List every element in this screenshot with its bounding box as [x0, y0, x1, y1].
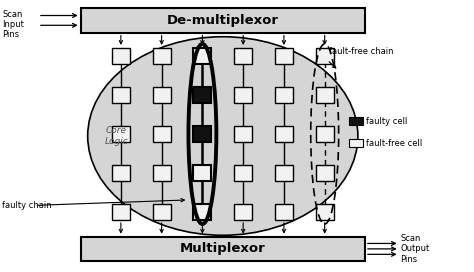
- Text: fault-free cell: fault-free cell: [366, 139, 423, 148]
- Bar: [81, 237, 365, 261]
- Bar: [349, 117, 363, 125]
- Text: faulty chain: faulty chain: [2, 201, 52, 210]
- Bar: [153, 48, 171, 64]
- Bar: [153, 165, 171, 181]
- Text: Scan
Output
Pins: Scan Output Pins: [401, 234, 430, 264]
- Bar: [316, 87, 334, 103]
- Bar: [275, 204, 293, 220]
- Bar: [316, 204, 334, 220]
- Bar: [275, 126, 293, 142]
- Bar: [316, 48, 334, 64]
- Bar: [234, 48, 252, 64]
- Bar: [112, 126, 130, 142]
- Bar: [234, 204, 252, 220]
- Bar: [112, 165, 130, 181]
- Bar: [193, 87, 211, 103]
- Text: Scan
Input
Pins: Scan Input Pins: [2, 10, 24, 39]
- Bar: [193, 165, 211, 181]
- Bar: [112, 87, 130, 103]
- Bar: [234, 126, 252, 142]
- Bar: [153, 87, 171, 103]
- Text: faulty cell: faulty cell: [366, 117, 408, 126]
- Bar: [316, 165, 334, 181]
- Bar: [153, 204, 171, 220]
- Bar: [275, 87, 293, 103]
- Bar: [234, 87, 252, 103]
- Text: Multiplexor: Multiplexor: [180, 242, 265, 255]
- Bar: [275, 48, 293, 64]
- Bar: [349, 139, 363, 147]
- Ellipse shape: [88, 37, 358, 235]
- Bar: [275, 165, 293, 181]
- Text: Core
Logic: Core Logic: [104, 126, 128, 146]
- Bar: [112, 48, 130, 64]
- Bar: [193, 204, 211, 220]
- Text: De-multiplexor: De-multiplexor: [167, 14, 279, 27]
- Bar: [234, 165, 252, 181]
- Bar: [153, 126, 171, 142]
- Bar: [193, 48, 211, 64]
- Bar: [81, 8, 365, 33]
- Bar: [316, 126, 334, 142]
- Bar: [112, 204, 130, 220]
- Text: fault-free chain: fault-free chain: [329, 47, 394, 56]
- Bar: [193, 126, 211, 142]
